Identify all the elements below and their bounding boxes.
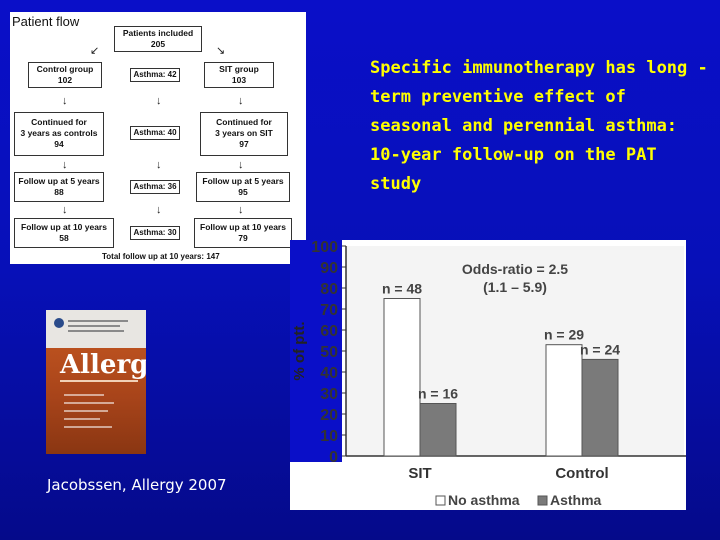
flow-title: Patient flow xyxy=(12,14,80,29)
sit-group-box: SIT group 103 xyxy=(204,62,274,88)
cover-seal-icon xyxy=(54,318,64,328)
patient-flow-diagram: Patient flow Patients included 205 ↙ ↘ C… xyxy=(10,12,306,264)
x-category-label: SIT xyxy=(408,465,431,482)
arrow-down-icon: ↓ xyxy=(62,95,68,107)
continued-sit-box: Continued for 3 years on SIT 97 xyxy=(200,112,288,156)
continued-controls-value: 94 xyxy=(54,139,64,149)
y-tick-label: 50 xyxy=(320,344,338,361)
arrow-down-icon: ↓ xyxy=(62,159,68,171)
y-tick-label: 10 xyxy=(320,428,338,445)
arrow-down-icon: ↓ xyxy=(156,95,162,107)
y-tick-label: 30 xyxy=(320,386,338,403)
y-tick-label: 40 xyxy=(320,365,338,382)
patients-included-box: Patients included 205 xyxy=(114,26,202,52)
cover-text-line xyxy=(64,426,112,428)
bar-asthma xyxy=(419,403,457,457)
followup-10y-control-box: Follow up at 10 years 58 xyxy=(14,218,114,248)
cover-logo: Allergy xyxy=(60,350,146,380)
y-tick-label: 100 xyxy=(311,240,338,256)
followup-5y-sit-label: Follow up at 5 years xyxy=(202,176,284,186)
y-tick-label: 90 xyxy=(320,260,338,277)
cover-text-line xyxy=(64,418,100,420)
cover-text-line xyxy=(68,320,128,322)
followup-10y-sit-box: Follow up at 10 years 79 xyxy=(194,218,292,248)
continued-controls-line2: 3 years as controls xyxy=(20,128,98,138)
citation-text: Jacobssen, Allergy 2007 xyxy=(47,476,227,494)
control-group-value: 102 xyxy=(57,75,73,85)
legend-label: No asthma xyxy=(448,492,520,508)
x-category-label: Control xyxy=(555,465,608,482)
continued-controls-line1: Continued for xyxy=(31,117,87,127)
asthma-count-4: Asthma: 30 xyxy=(130,226,180,240)
cover-text-line xyxy=(64,410,108,412)
y-tick-label: 20 xyxy=(320,407,338,424)
cover-text-line xyxy=(68,325,120,327)
bar-asthma xyxy=(581,358,619,457)
slide-headline: Specific immunotherapy has long -term pr… xyxy=(370,58,708,194)
continued-sit-line1: Continued for xyxy=(216,117,272,127)
cover-text-line xyxy=(68,330,124,332)
y-tick-label: 0 xyxy=(329,449,338,466)
sit-group-label: SIT group xyxy=(219,64,259,74)
bar-n-label: n = 29 xyxy=(544,327,584,343)
arrow-down-icon: ↓ xyxy=(62,204,68,216)
legend-label: Asthma xyxy=(550,492,602,508)
arrow-down-icon: ↓ xyxy=(156,204,162,216)
asthma-count-3: Asthma: 36 xyxy=(130,180,180,194)
asthma-count-2: Asthma: 40 xyxy=(130,126,180,140)
bar-no-asthma xyxy=(545,344,583,457)
cover-top-band xyxy=(46,310,146,348)
arrow-down-icon: ↓ xyxy=(238,204,244,216)
followup-10y-control-value: 58 xyxy=(59,233,69,243)
arrow-left-icon: ↙ xyxy=(90,45,100,57)
control-group-label: Control group xyxy=(36,64,94,74)
chart-left-band xyxy=(290,240,342,462)
odds-ratio-label: Odds-ratio = 2.5 xyxy=(462,261,568,277)
followup-5y-control-label: Follow up at 5 years xyxy=(18,176,100,186)
continued-sit-line2: 3 years on SIT xyxy=(215,128,273,138)
legend-swatch xyxy=(435,495,446,506)
followup-5y-sit-value: 95 xyxy=(238,187,248,197)
followup-5y-control-value: 88 xyxy=(54,187,64,197)
y-tick-label: 70 xyxy=(320,302,338,319)
total-followup: Total follow up at 10 years: 147 xyxy=(102,252,220,261)
bar-chart-svg: 0 10 20 30 40 50 60 70 80 90 100 % of ptt. n = 48 n =… xyxy=(290,240,686,510)
bar-no-asthma xyxy=(383,298,421,457)
y-tick-label: 80 xyxy=(320,281,338,298)
bar-chart: 0 10 20 30 40 50 60 70 80 90 100 % of ptt. n = 48 n =… xyxy=(290,240,686,510)
y-axis-label: % of ptt. xyxy=(291,321,308,380)
continued-controls-box: Continued for 3 years as controls 94 xyxy=(14,112,104,156)
arrow-down-icon: ↓ xyxy=(238,95,244,107)
followup-10y-sit-value: 79 xyxy=(238,233,248,243)
followup-5y-sit-box: Follow up at 5 years 95 xyxy=(196,172,290,202)
cover-subtitle-bar xyxy=(60,380,138,382)
cover-text-line xyxy=(64,402,114,404)
arrow-right-icon: ↘ xyxy=(216,45,226,57)
asthma-count-1: Asthma: 42 xyxy=(130,68,180,82)
bar-n-label: n = 24 xyxy=(580,341,620,357)
followup-10y-control-label: Follow up at 10 years xyxy=(21,222,107,232)
patients-included-label: Patients included xyxy=(122,28,194,38)
arrow-down-icon: ↓ xyxy=(238,159,244,171)
arrow-down-icon: ↓ xyxy=(156,159,162,171)
cover-text-line xyxy=(64,394,104,396)
continued-sit-value: 97 xyxy=(239,139,249,149)
odds-ratio-ci-label: (1.1 – 5.9) xyxy=(483,279,547,295)
bar-n-label: n = 16 xyxy=(418,386,458,402)
bar-n-label: n = 48 xyxy=(382,281,422,297)
patients-included-value: 205 xyxy=(150,39,166,49)
followup-5y-control-box: Follow up at 5 years 88 xyxy=(14,172,104,202)
journal-cover-image: Allergy xyxy=(46,310,146,454)
followup-10y-sit-label: Follow up at 10 years xyxy=(200,222,286,232)
sit-group-value: 103 xyxy=(231,75,247,85)
y-tick-label: 60 xyxy=(320,323,338,340)
control-group-box: Control group 102 xyxy=(28,62,102,88)
legend-swatch xyxy=(537,495,548,506)
